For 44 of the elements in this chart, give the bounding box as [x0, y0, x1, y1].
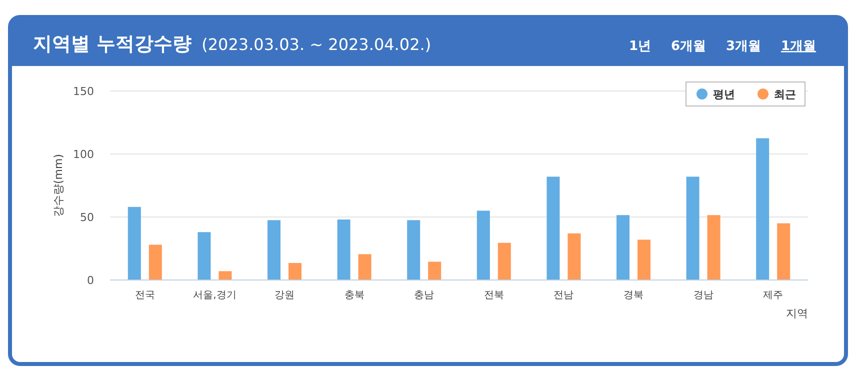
- text: 6개월: [671, 39, 706, 54]
- bar: [428, 262, 442, 280]
- bar: [198, 232, 211, 280]
- bar: [128, 206, 141, 280]
- x-axis-title: 지역: [786, 307, 808, 320]
- bar: [568, 233, 581, 280]
- x-tick-label: 전북: [484, 290, 504, 301]
- y-tick-label: 150: [73, 85, 94, 98]
- bar: [476, 210, 490, 280]
- bar: [546, 176, 560, 280]
- bar: [288, 262, 302, 280]
- x-tick-label: 충남: [414, 290, 434, 301]
- x-tick-label: 경남: [693, 290, 714, 301]
- bar: [358, 254, 372, 280]
- chart-title: 지역별 누적강수량: [33, 33, 192, 55]
- legend-label: 평년: [713, 88, 735, 101]
- bar: [777, 223, 790, 280]
- chart-subtitle: (2023.03.03. ~ 2023.04.02.): [202, 35, 432, 54]
- bar: [218, 271, 232, 280]
- x-tick-label: 전국: [134, 290, 155, 301]
- x-tick-label: 경북: [624, 290, 644, 301]
- x-tick-label: 강원: [274, 290, 294, 301]
- bar: [707, 215, 720, 280]
- bar: [686, 176, 700, 280]
- y-tick-label: 0: [87, 274, 94, 287]
- bar: [268, 220, 280, 280]
- bar: [148, 244, 162, 280]
- text: 1년: [629, 39, 652, 54]
- bar: [638, 240, 650, 280]
- y-axis-title: 강수량(mm): [52, 154, 65, 218]
- bar: [498, 242, 511, 280]
- bar: [756, 138, 770, 280]
- bar: [337, 220, 350, 280]
- x-tick-label: 서울,경기: [193, 290, 236, 301]
- bar: [407, 220, 420, 280]
- bar: [616, 215, 630, 280]
- x-tick-label: 충북: [344, 290, 364, 301]
- x-tick-label: 제주: [763, 290, 784, 301]
- text: 1개월: [781, 39, 816, 54]
- legend-label: 최근: [774, 88, 796, 101]
- x-tick-label: 전남: [554, 290, 574, 301]
- y-tick-label: 50: [80, 211, 94, 224]
- text: 3개월: [726, 39, 762, 54]
- y-tick-label: 100: [73, 148, 94, 161]
